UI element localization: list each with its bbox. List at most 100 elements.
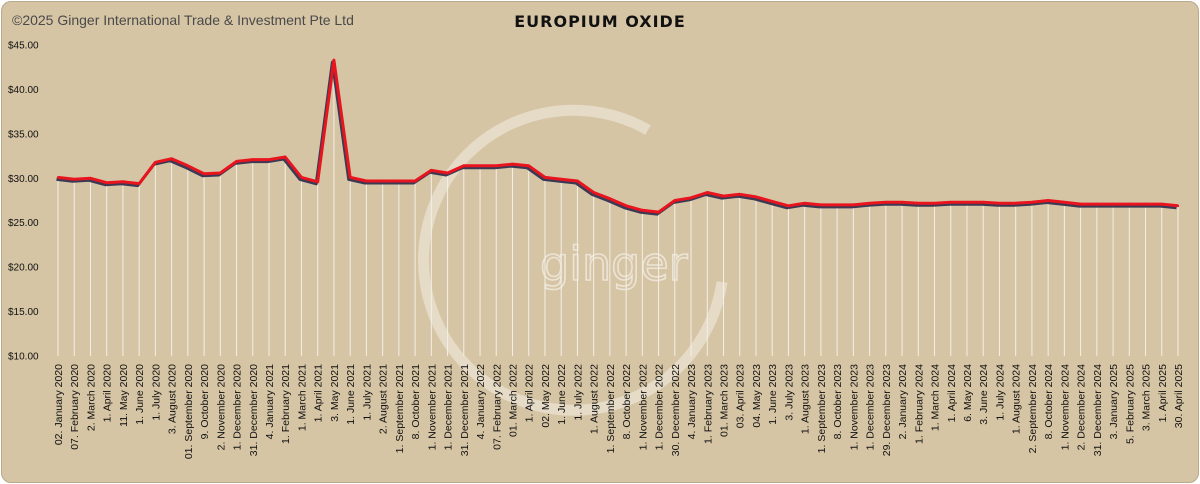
data-point: [202, 172, 206, 176]
x-tick-label: 1. April 2025: [1157, 364, 1169, 423]
x-tick-label: 1. June 2021: [345, 364, 357, 425]
x-tick-label: 1. December 2021: [443, 364, 455, 451]
data-point: [154, 161, 157, 164]
x-tick-label: 1. February 2023: [702, 364, 714, 444]
x-tick-label: 3. May 2021: [329, 364, 341, 422]
data-point: [495, 164, 498, 168]
x-tick-label: 1. December 2020: [232, 364, 244, 451]
x-tick-label: 31. December 2024: [1092, 364, 1104, 456]
x-tick-label: 1. November 2023: [848, 364, 860, 451]
data-point: [787, 204, 790, 208]
x-tick-label: 1. November 2022: [637, 364, 649, 451]
data-point: [365, 179, 368, 183]
data-point: [1095, 202, 1099, 206]
x-tick-label: 2. August 2021: [378, 364, 390, 434]
data-point: [771, 200, 774, 203]
x-tick-label: 3. August 2020: [167, 364, 179, 434]
x-tick-label: 2. November 2020: [215, 364, 227, 451]
data-point: [235, 160, 238, 163]
data-point: [348, 176, 352, 179]
series-line: [57, 58, 1179, 214]
x-tick-label: 6. May 2024: [962, 364, 974, 422]
data-point: [819, 203, 823, 207]
data-point: [1160, 202, 1163, 206]
x-tick-label: 1. August 2024: [1011, 364, 1023, 434]
x-tick-label: 1. April 2024: [946, 364, 958, 423]
data-point: [478, 164, 482, 168]
x-tick-label: 01. March 2023: [719, 364, 731, 437]
x-tick-label: 1. March 2021: [296, 364, 308, 431]
x-tick-label: 8. October 2022: [621, 364, 633, 439]
data-point: [933, 201, 936, 205]
data-point: [982, 201, 985, 204]
x-tick-label: 1. September 2023: [816, 364, 828, 453]
x-tick-label: 3. March 2025: [1141, 364, 1153, 431]
x-tick-label: 1. September 2022: [605, 364, 617, 453]
x-tick-label: 1. April 2021: [313, 364, 325, 423]
data-point: [673, 199, 677, 202]
y-tick-label: $20.00: [8, 263, 39, 274]
x-tick-label: 1. August 2023: [800, 364, 812, 434]
data-point: [949, 201, 952, 204]
x-tick-label: 8. October 2023: [832, 364, 844, 439]
ginger-watermark: ginger: [418, 104, 728, 416]
x-tick-label: 1. July 2021: [361, 364, 373, 421]
x-tick-label: 01. September 2020: [183, 364, 195, 459]
data-point: [592, 191, 595, 194]
data-point: [511, 162, 514, 166]
x-tick-label: 07. February 2020: [69, 364, 81, 450]
x-tick-label: 1. April 2020: [102, 364, 114, 423]
data-point: [657, 210, 660, 214]
x-tick-label: 2. December 2024: [1076, 364, 1088, 451]
x-tick-label: 02. January 2020: [53, 364, 65, 445]
data-point: [965, 201, 969, 204]
series-line-shadow: [56, 60, 1177, 216]
data-point: [803, 201, 806, 205]
data-point: [1014, 201, 1017, 205]
y-tick-label: $15.00: [8, 307, 39, 318]
data-point: [576, 179, 579, 183]
x-tick-label: 1. November 2021: [426, 364, 438, 451]
x-tick-label: 3. July 2023: [783, 364, 795, 421]
data-point: [1063, 201, 1066, 204]
x-tick-label: 3. January 2025: [1108, 364, 1120, 439]
data-point: [462, 164, 465, 168]
x-tick-label: 8. October 2021: [410, 364, 422, 439]
x-tick-label: 4. January 2021: [264, 364, 276, 439]
data-point: [1128, 202, 1131, 206]
data-point: [381, 179, 384, 183]
data-point: [868, 201, 871, 205]
watermark-text: ginger: [540, 237, 688, 291]
data-point: [527, 164, 530, 168]
x-tick-label: 01. March 2022: [507, 364, 519, 437]
x-tick-label: 2. September 2024: [1027, 364, 1039, 453]
data-point: [332, 58, 336, 62]
x-tick-label: 2. January 2024: [897, 364, 909, 439]
data-point: [1111, 202, 1115, 206]
data-point: [397, 179, 401, 183]
x-tick-label: 1. June 2022: [556, 364, 568, 425]
data-point: [559, 177, 563, 181]
chart-title: EUROPIUM OXIDE: [514, 12, 686, 31]
data-point: [608, 197, 612, 200]
x-tick-label: 11. May 2020: [118, 364, 130, 427]
x-tick-label: 1. July 2020: [150, 364, 162, 421]
data-point: [56, 176, 60, 179]
y-tick-label: $35.00: [8, 129, 39, 140]
data-point: [1176, 204, 1180, 208]
x-tick-label: 1. June 2020: [134, 364, 146, 425]
x-tick-label: 4. January 2023: [686, 364, 698, 439]
data-point: [219, 171, 222, 175]
x-tick-label: 29. December 2023: [881, 364, 893, 456]
x-tick-label: 4. January 2022: [475, 364, 487, 439]
copyright-text: ©2025 Ginger International Trade & Inves…: [12, 12, 354, 28]
data-point: [284, 155, 287, 159]
data-point: [917, 201, 920, 205]
data-point: [267, 158, 271, 161]
x-tick-label: 03. April 2023: [735, 364, 747, 428]
x-tick-label: 5. February 2025: [1124, 364, 1136, 444]
data-point: [722, 194, 725, 198]
data-point: [413, 179, 417, 183]
data-point: [998, 201, 1001, 205]
data-point: [689, 196, 693, 200]
